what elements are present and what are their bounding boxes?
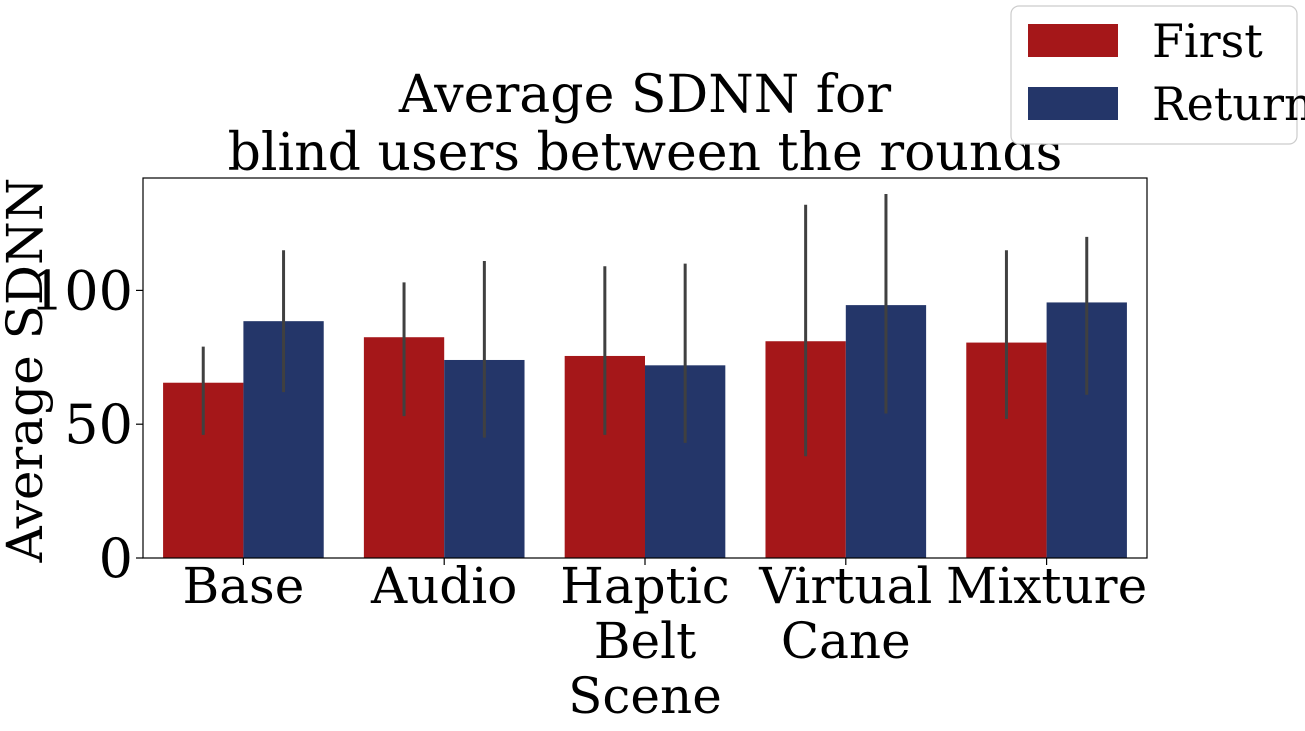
y-tick-label: 50 (64, 393, 133, 456)
x-tick-label: Haptic (560, 557, 730, 615)
legend-swatch-return (1028, 87, 1118, 120)
y-tick-label: 0 (99, 527, 133, 590)
x-tick-label: Belt (594, 612, 696, 670)
legend[interactable]: First Return (1010, 5, 1305, 145)
y-axis: 0 50 100 (30, 259, 143, 590)
x-tick-label: Base (182, 557, 304, 615)
x-tick-label: Virtual (758, 557, 932, 615)
legend-swatch-first (1028, 24, 1118, 57)
x-tick-label: Audio (370, 557, 517, 615)
x-tick-label: Cane (781, 612, 911, 670)
legend-label-return: Return (1152, 77, 1305, 131)
legend-label-first: First (1152, 14, 1263, 68)
chart-title-line: Average SDNN for (398, 65, 891, 125)
x-tick-label: Scene (568, 667, 722, 725)
error-bars (201, 194, 1089, 457)
y-axis-label: Average SDNN (0, 178, 54, 564)
bars (163, 302, 1127, 558)
y-tick-label: 100 (30, 259, 133, 322)
x-tick-label: Mixture (946, 557, 1147, 615)
chart-title-line: blind users between the rounds (228, 123, 1063, 183)
